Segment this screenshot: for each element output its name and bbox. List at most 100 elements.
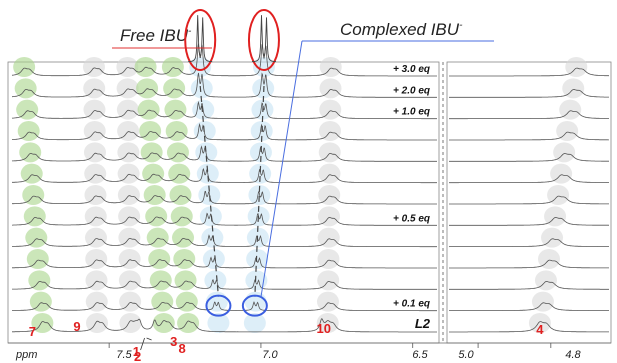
highlight-bubble	[116, 78, 139, 99]
highlight-bubble	[85, 249, 108, 269]
spectrum-trace	[12, 256, 437, 269]
spectrum-trace	[449, 259, 609, 269]
peak-label: 4	[536, 322, 544, 337]
highlight-bubble	[152, 313, 175, 333]
highlight-bubble	[118, 227, 141, 248]
highlight-bubble	[116, 99, 139, 120]
highlight-bubble	[148, 249, 171, 269]
highlight-bubble	[245, 270, 268, 291]
highlight-bubble	[173, 249, 196, 269]
highlight-bubble	[172, 227, 195, 248]
highlight-bubble	[28, 270, 51, 291]
highlight-bubble	[204, 270, 227, 291]
highlight-bubble	[151, 291, 174, 312]
spectrum-trace	[449, 110, 609, 120]
ibu-annotations	[184, 9, 303, 317]
series-label: + 3.0 eq	[393, 64, 430, 75]
x-axis-label: ppm	[15, 349, 37, 361]
highlight-bubble	[246, 249, 269, 269]
series-label: + 0.5 eq	[393, 213, 430, 224]
peak-highlight-tracks	[13, 57, 588, 333]
highlight-bubble	[534, 270, 557, 291]
highlight-bubble	[117, 163, 140, 184]
highlight-bubble	[319, 78, 342, 99]
spectrum-trace	[11, 145, 437, 162]
spectrum-trace	[11, 123, 437, 141]
highlight-bubble	[149, 270, 172, 291]
highlight-bubble	[170, 206, 193, 227]
shift-guide-line	[254, 85, 265, 297]
highlight-bubble	[317, 249, 340, 269]
spectrum-trace	[12, 167, 437, 184]
peak-label-leader	[140, 337, 145, 351]
peak-label: 9	[73, 319, 80, 334]
highlight-bubble	[161, 57, 184, 77]
free-ibu-ellipse	[247, 9, 280, 71]
highlight-bubble	[169, 185, 192, 205]
highlight-bubble	[317, 206, 340, 227]
highlight-bubble	[117, 121, 140, 141]
highlight-bubble	[317, 270, 340, 291]
highlight-bubble	[13, 57, 36, 77]
highlight-bubble	[139, 121, 162, 141]
highlight-bubble	[83, 99, 106, 120]
highlight-bubble	[318, 185, 341, 205]
highlight-bubble	[85, 270, 108, 291]
spectrum-trace	[448, 238, 609, 248]
series-label: + 1.0 eq	[393, 107, 430, 118]
highlight-bubble	[82, 57, 105, 77]
highlight-bubble	[550, 163, 573, 184]
spectrum-trace	[449, 131, 609, 141]
highlight-bubble	[84, 163, 107, 184]
highlight-bubble	[163, 78, 186, 99]
highlight-bubble	[175, 291, 198, 312]
highlight-bubble	[244, 291, 267, 312]
highlight-bubble	[556, 121, 579, 141]
spectrum-trace	[11, 43, 437, 77]
highlight-bubble	[544, 206, 567, 227]
complexed-ibu-circle	[205, 294, 232, 317]
highlight-bubble	[177, 313, 200, 333]
series-labels: L2 + 0.1 eq + 0.5 eq + 1.0 eq + 2.0 eq + 3.0 …	[393, 64, 431, 331]
spectrum-trace	[12, 190, 437, 205]
peak-label-leader	[146, 337, 152, 341]
highlight-bubble	[140, 142, 163, 163]
highlight-bubble	[117, 185, 140, 205]
highlight-bubble	[14, 78, 37, 99]
highlight-bubble	[553, 142, 576, 163]
spectra-stack	[11, 43, 610, 333]
highlight-bubble	[84, 227, 107, 248]
peak-label: 7	[29, 324, 36, 339]
spectrum-trace	[12, 234, 437, 248]
highlight-bubble	[316, 291, 339, 312]
spectrum-trace	[449, 302, 609, 311]
highlight-bubble	[538, 249, 560, 269]
highlight-bubble	[318, 121, 341, 141]
highlight-bubble	[117, 142, 140, 163]
spectrum-trace	[12, 72, 437, 98]
highlight-bubble	[145, 206, 168, 227]
free-ibu-title: Free IBU-	[120, 26, 192, 45]
tick-label-4-8: 4.8	[565, 349, 581, 361]
highlight-bubble	[165, 121, 188, 141]
tick-label-6-5: 6.5	[412, 349, 428, 361]
highlight-bubble	[19, 142, 42, 163]
spectrum-trace	[449, 88, 609, 98]
spectrum-trace	[12, 278, 437, 290]
highlight-bubble	[118, 206, 141, 227]
spectrum-trace	[449, 280, 609, 290]
highlight-bubble	[118, 249, 141, 269]
highlight-bubble	[20, 163, 43, 184]
highlight-bubble	[83, 121, 106, 141]
highlight-bubble	[562, 78, 585, 99]
spectrum-trace	[12, 301, 437, 312]
free-ibu-peak-zoom	[252, 15, 277, 63]
highlight-bubble	[174, 270, 197, 291]
highlight-bubble	[85, 291, 108, 312]
series-label: L2	[415, 316, 431, 331]
highlight-bubble	[31, 313, 54, 333]
shift-guide-line	[199, 85, 220, 297]
spectrum-trace	[449, 152, 609, 162]
highlight-bubble	[319, 57, 342, 77]
peak-label: 1	[133, 344, 140, 359]
